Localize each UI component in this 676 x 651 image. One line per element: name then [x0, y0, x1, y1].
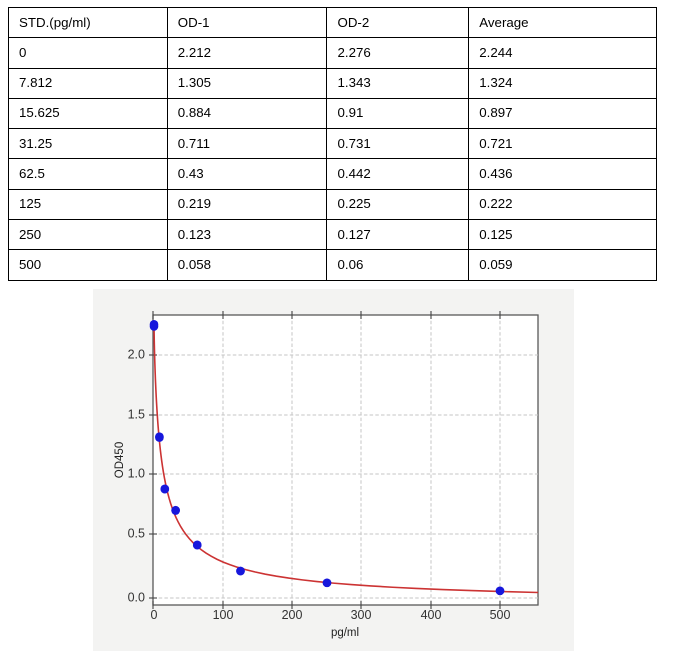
svg-text:500: 500 — [490, 608, 511, 622]
svg-text:200: 200 — [282, 608, 303, 622]
svg-text:400: 400 — [421, 608, 442, 622]
svg-text:300: 300 — [351, 608, 372, 622]
svg-text:1.5: 1.5 — [128, 408, 145, 422]
svg-text:pg/ml: pg/ml — [331, 627, 359, 639]
svg-text:2.0: 2.0 — [128, 348, 145, 362]
svg-text:1.0: 1.0 — [128, 467, 145, 481]
svg-text:0.5: 0.5 — [128, 527, 145, 541]
svg-text:OD450: OD450 — [114, 442, 126, 478]
svg-text:0: 0 — [151, 608, 158, 622]
svg-text:100: 100 — [213, 608, 234, 622]
svg-text:0.0: 0.0 — [128, 591, 145, 605]
